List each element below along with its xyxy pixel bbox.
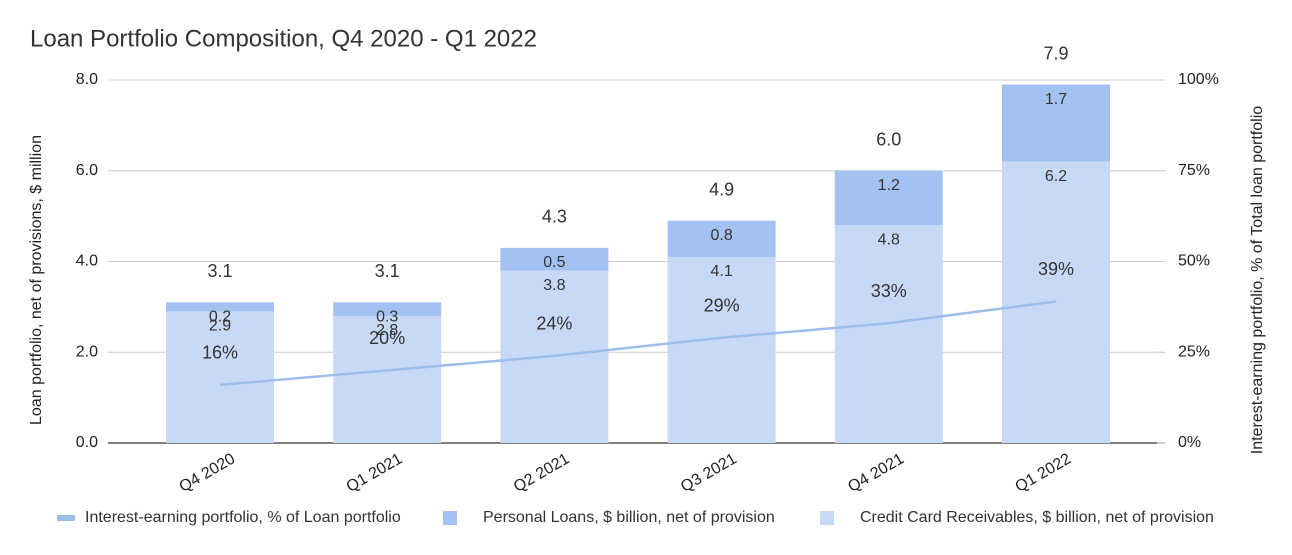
legend-label: Personal Loans, $ billion, net of provis… <box>483 509 775 526</box>
legend-label: Interest-earning portfolio, % of Loan po… <box>85 509 401 526</box>
segment-label: 4.1 <box>710 263 732 280</box>
y2-tick-label: 50% <box>1178 253 1210 270</box>
y2-tick-label: 100% <box>1178 71 1219 88</box>
total-label: 3.1 <box>207 261 232 281</box>
y-tick-label: 8.0 <box>76 71 98 88</box>
segment-label: 2.9 <box>209 318 231 335</box>
line-value-label: 20% <box>369 328 405 348</box>
segment-label: 0.3 <box>376 309 398 326</box>
bar-segment <box>166 302 274 312</box>
line-value-label: 16% <box>202 343 238 363</box>
bar-segment <box>166 311 274 443</box>
bar-segment <box>667 256 776 443</box>
bar-segment <box>500 247 609 271</box>
line-value-label: 24% <box>536 314 572 334</box>
line-value-label: 39% <box>1038 259 1074 279</box>
total-label: 6.0 <box>876 130 901 150</box>
legend-label: Credit Card Receivables, $ billion, net … <box>860 509 1214 526</box>
segment-label: 4.8 <box>878 231 900 248</box>
y2-tick-label: 0% <box>1178 434 1201 451</box>
x-tick-label: Q1 2021 <box>344 450 406 495</box>
legend-swatch <box>820 511 834 525</box>
line-series <box>219 300 1057 387</box>
segment-label: 0.8 <box>710 227 732 244</box>
bar-segment <box>834 225 943 443</box>
legend-swatch <box>443 511 457 525</box>
x-tick-label: Q3 2021 <box>678 450 740 495</box>
x-tick-label: Q4 2020 <box>176 450 238 495</box>
total-label: 4.9 <box>709 179 734 199</box>
x-tick-label: Q2 2021 <box>511 450 573 495</box>
segment-label: 3.8 <box>543 277 565 294</box>
y-tick-label: 6.0 <box>76 162 98 179</box>
total-label: 3.1 <box>375 261 400 281</box>
segment-label: 6.2 <box>1045 168 1067 185</box>
total-label: 7.9 <box>1043 43 1068 63</box>
line-value-label: 29% <box>704 295 740 315</box>
y2-tick-label: 75% <box>1178 162 1210 179</box>
bar-segment <box>333 302 442 316</box>
segment-label: 1.7 <box>1045 91 1067 108</box>
segment-label: 0.5 <box>543 254 565 271</box>
bar-segment <box>667 220 776 257</box>
y-tick-label: 0.0 <box>76 434 98 451</box>
segment-label: 2.8 <box>376 322 398 339</box>
segment-label: 1.2 <box>878 177 900 194</box>
chart-title: Loan Portfolio Composition, Q4 2020 - Q1… <box>30 25 537 52</box>
x-tick-label: Q1 2022 <box>1012 450 1074 495</box>
bar-segment <box>333 315 442 443</box>
bar-segment <box>834 170 943 226</box>
y2-axis-title: Interest-earning portfolio, % of Total l… <box>1249 106 1266 454</box>
y-tick-label: 4.0 <box>76 253 98 270</box>
y-tick-label: 2.0 <box>76 343 98 360</box>
legend-swatch <box>57 515 75 521</box>
y-axis-title: Loan portfolio, net of provisions, $ mil… <box>28 135 45 425</box>
x-tick-label: Q4 2021 <box>845 450 907 495</box>
y2-tick-label: 25% <box>1178 343 1210 360</box>
total-label: 4.3 <box>542 207 567 227</box>
bar-segment <box>1002 84 1110 162</box>
line-value-label: 33% <box>871 281 907 301</box>
segment-label: 0.2 <box>209 309 231 326</box>
